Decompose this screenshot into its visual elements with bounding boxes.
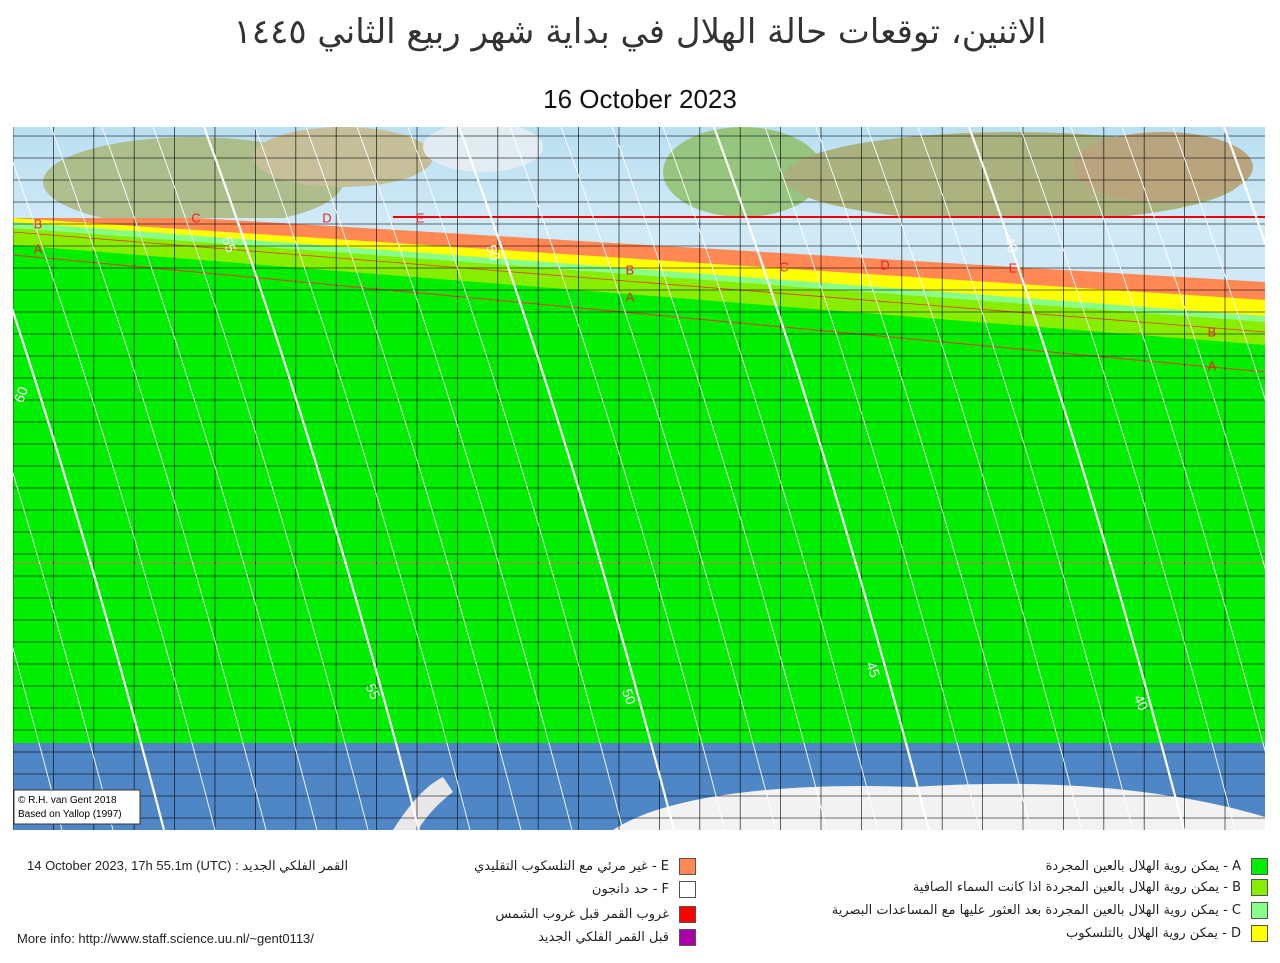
contour-line [305,127,522,830]
legend-item: B - يمكن روية الهلال بالعين المجردة اذا … [913,879,1268,896]
legend-swatch [679,858,696,875]
legend-swatch [1251,902,1268,919]
credit: © R.H. van Gent 2018 [18,795,117,806]
contour-label: 40 [1001,235,1021,255]
legend-swatch [1251,879,1268,896]
a-limit [13,254,1265,373]
legend-label: C - يمكن روية الهلال بالعين المجردة بعد … [831,903,1241,918]
contour-line [662,127,879,830]
antarctica [613,783,1265,830]
legend-label: قبل القمر الفلكي الجديد [538,930,669,945]
zone-label: B [1208,324,1217,339]
contour-line [202,127,421,830]
legend-swatch [1251,925,1268,942]
legend-item: C - يمكن روية الهلال بالعين المجردة بعد … [832,902,1268,919]
contour-line [254,127,471,830]
contour-line [815,127,1032,830]
contour-line [1172,127,1265,401]
contour-line [611,127,828,830]
legend-item: قبل القمر الفلكي الجديد [538,929,696,946]
b-limit [13,231,1265,333]
contour-label: 45 [863,660,883,680]
zone-label: B [626,262,635,277]
contour-line [13,161,216,830]
contour-line [13,308,166,830]
contour-label: 60 [13,384,31,404]
legend-label: E - غير مرئي مع التلسكوب التقليدي [474,859,669,874]
contour-label: 50 [483,243,503,263]
legend-item: غروب القمر قبل غروب الشمس [495,906,696,923]
contour-line [509,127,726,830]
legend-label: غروب القمر قبل غروب الشمس [495,907,669,922]
contour-line [917,127,1134,830]
credit: Based on Yallop (1997) [18,809,122,820]
legend-swatch [679,906,696,923]
contour-line [356,127,573,830]
zone-label: B [34,216,43,231]
contour-line [457,127,676,830]
contour-line [967,127,1186,830]
contour-line [407,127,624,830]
contour-label: 50 [619,687,639,707]
zone-label: A [1208,358,1217,373]
legend-item: A - يمكن روية الهلال بالعين المجردة [1046,858,1268,875]
peninsula [393,777,453,830]
legend-swatch [679,881,696,898]
contour-line [13,646,63,830]
contour-label: 55 [219,235,239,255]
contour-line [1121,127,1265,570]
zone-label: D [322,210,331,225]
zone-label: D [880,257,889,272]
legend-swatch [679,929,696,946]
contour-line [1222,127,1265,247]
contour-line [50,127,267,830]
new-moon: 14 October 2023, 17h 55.1m (UTC) : القمر… [27,858,349,873]
legend-label: F - حد دانجون [591,882,669,897]
zone-label: C [779,259,788,274]
credit-box [13,789,141,825]
legend-item: D - يمكن روية الهلال بالتلسكوب [1066,925,1268,942]
title: الاثنين، توقعات حالة الهلال في بداية شهر… [233,12,1047,52]
legend-swatch [1251,858,1268,875]
contour-line [560,127,777,830]
zone-label: A [626,289,635,304]
zone-label: A [34,241,43,256]
contour-line [1070,127,1265,753]
legend-label: A - يمكن روية الهلال بالعين المجردة [1045,859,1241,874]
legend-item: E - غير مرئي مع التلسكوب التقليدي [474,858,696,875]
legend-item: F - حد دانجون [592,881,696,898]
contour-line [764,127,981,830]
contour-line [152,127,369,830]
contour-line [1019,127,1236,830]
date: 16 October 2023 [543,84,737,114]
legend-label: B - يمكن روية الهلال بالعين المجردة اذا … [912,880,1241,895]
contour-line [13,471,114,830]
land [43,127,1253,227]
contour-line [866,127,1083,830]
more-info: More info: http://www.staff.science.uu.n… [17,931,314,946]
contour-label: 40 [1131,692,1152,713]
zone-label: C [191,210,200,225]
map: © R.H. van Gent 2018 Based on Yallop (19… [13,127,1265,830]
legend-label: D - يمكن روية الهلال بالتلسكوب [1066,926,1241,941]
contour-line [712,127,931,830]
contour-label: 55 [363,681,384,702]
zone-label: E [1009,260,1018,275]
zone-label: E [416,210,425,225]
band-f [196,218,1265,282]
contour-line [101,127,318,830]
